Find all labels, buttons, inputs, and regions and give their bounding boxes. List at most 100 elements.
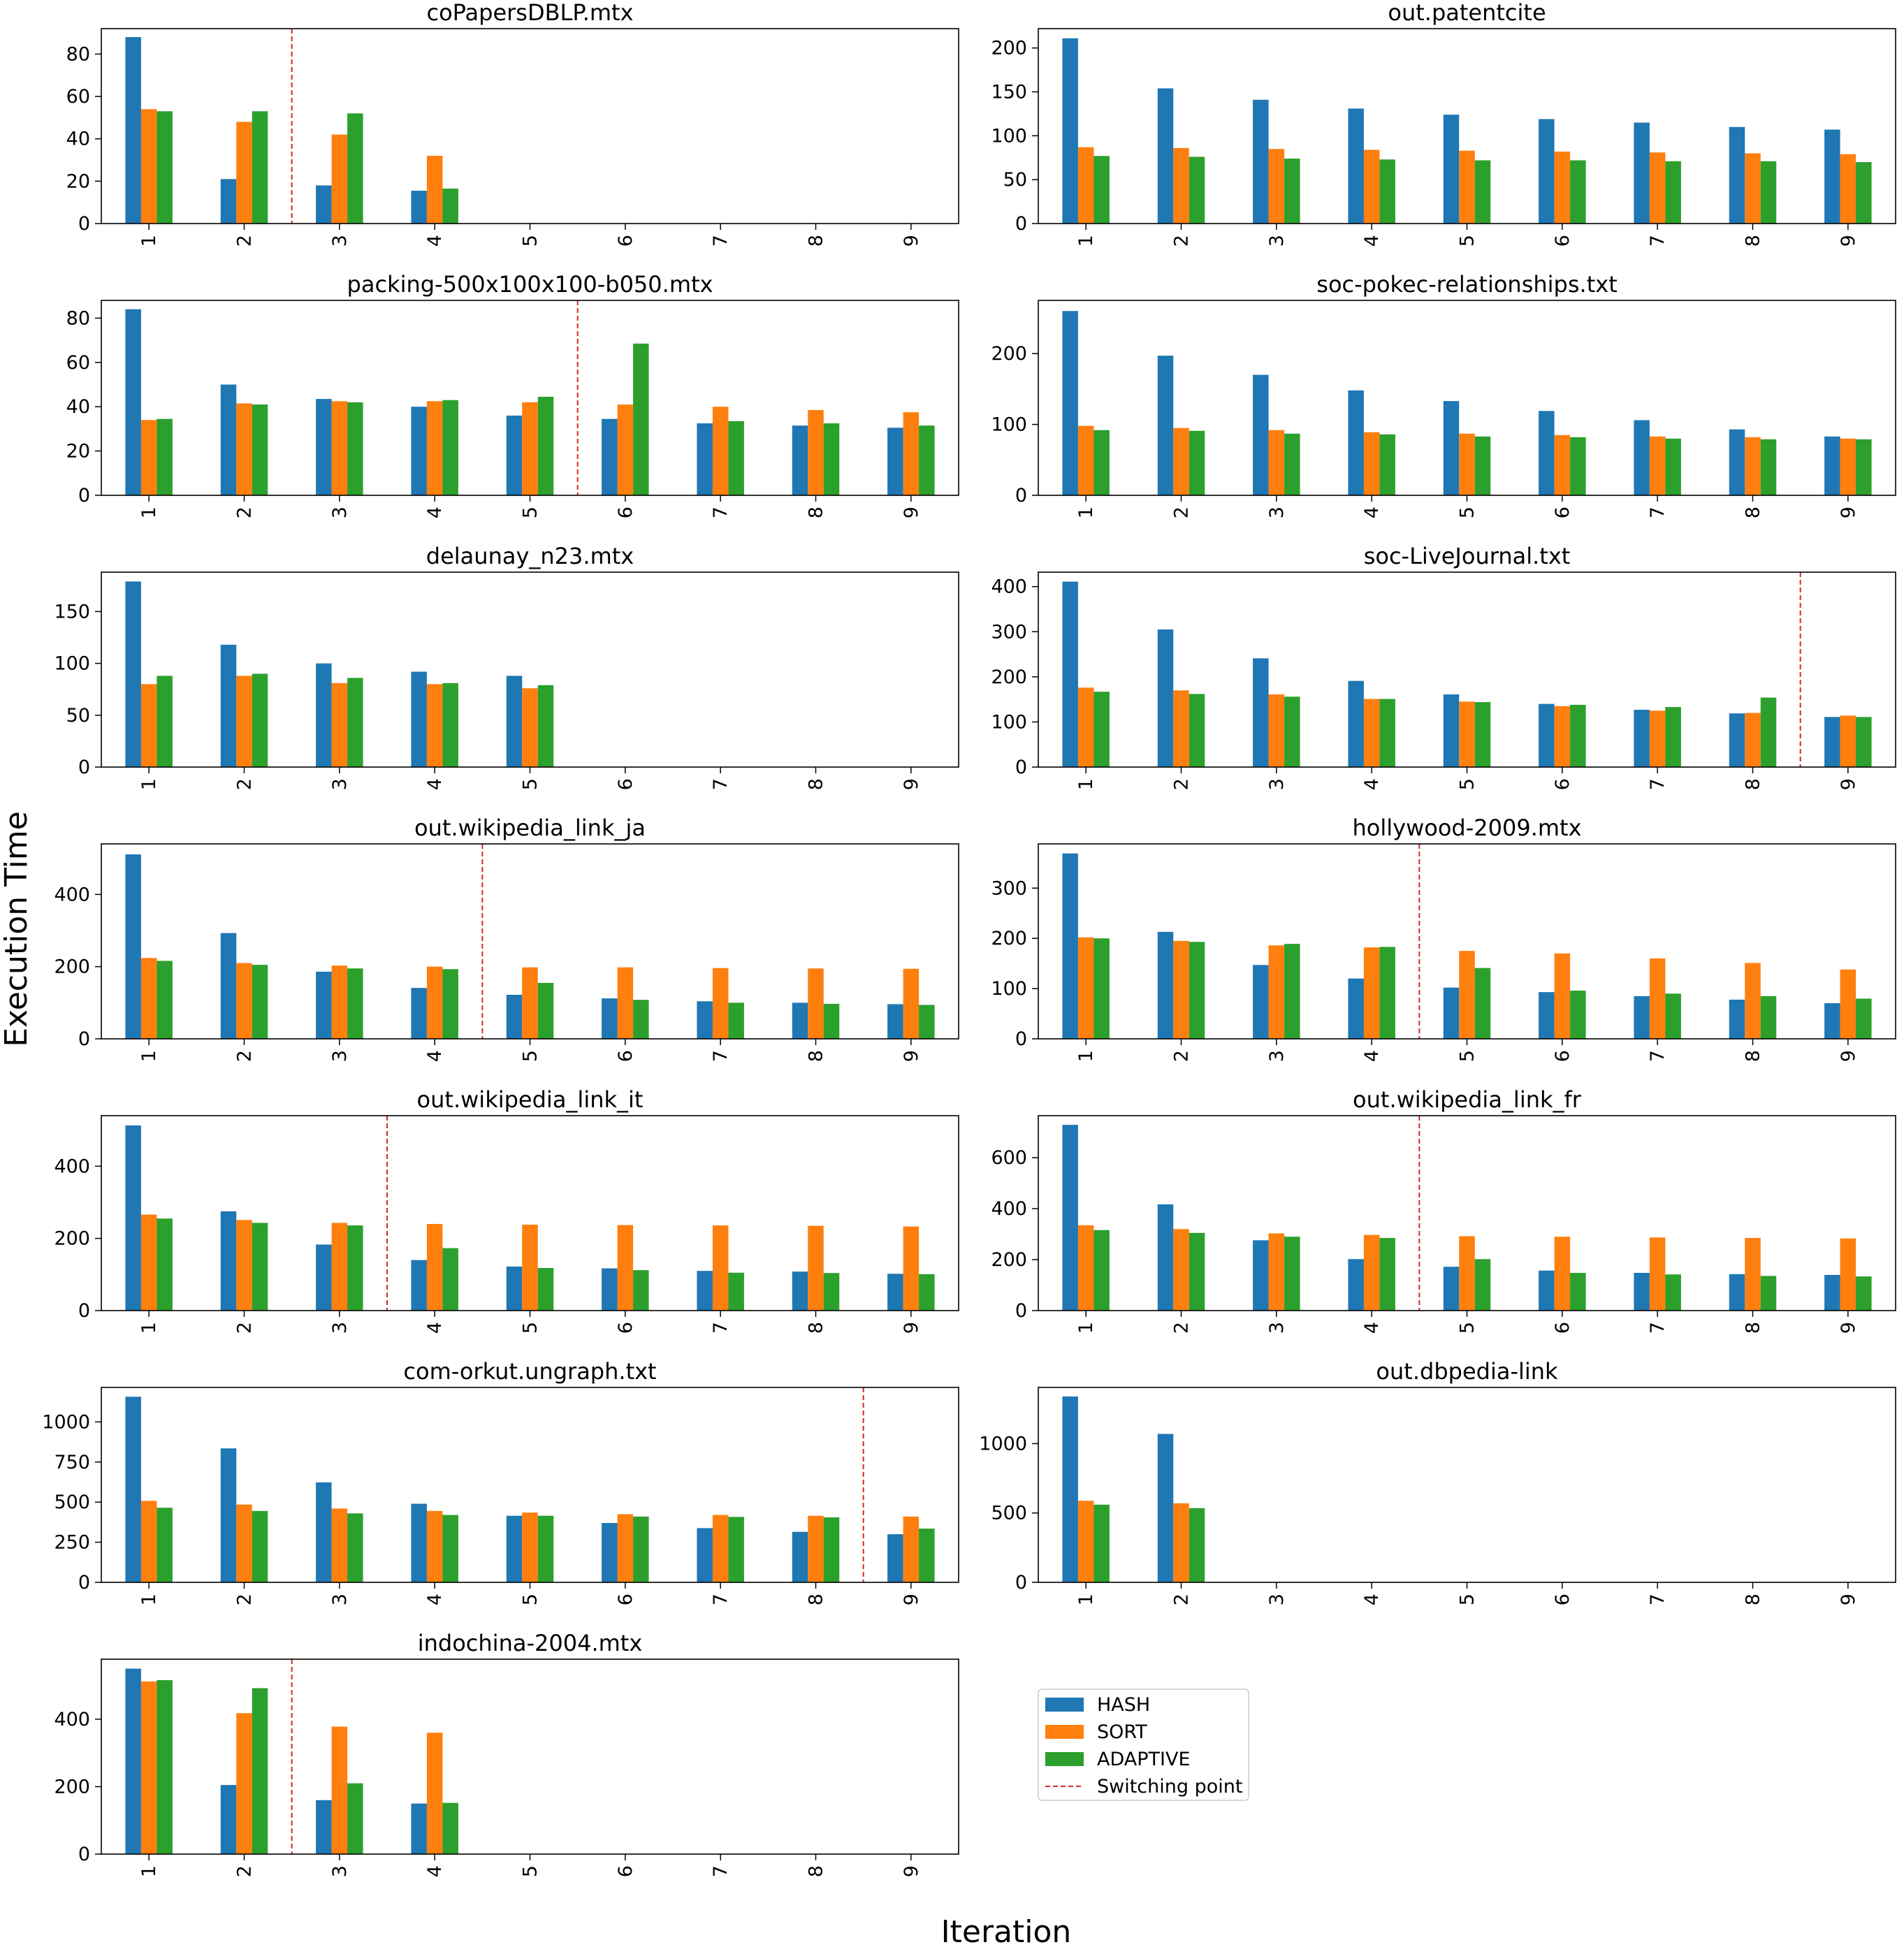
- bar-hash: [316, 185, 332, 224]
- bar-adaptive: [1760, 697, 1777, 767]
- bar-sort: [522, 688, 538, 767]
- bar-adaptive: [1760, 996, 1777, 1039]
- bar-sort: [1745, 963, 1761, 1039]
- y-tick-label: 20: [66, 170, 90, 192]
- bar-adaptive: [1093, 430, 1110, 495]
- bar-hash: [1443, 694, 1460, 767]
- bar-hash: [411, 988, 427, 1039]
- x-tick-label: 9: [901, 1594, 922, 1605]
- x-tick-label: 5: [1457, 1322, 1478, 1334]
- bar-sort: [1554, 1237, 1571, 1311]
- legend-swatch: [1045, 1698, 1084, 1712]
- bar-adaptive: [537, 982, 554, 1039]
- bar-sort: [331, 401, 348, 495]
- bar-adaptive: [347, 968, 363, 1039]
- bar-adaptive: [252, 111, 268, 224]
- y-tick-label: 100: [991, 125, 1027, 147]
- bar-adaptive: [347, 1225, 363, 1311]
- bar-sort: [1459, 433, 1475, 495]
- bar-adaptive: [1093, 1230, 1110, 1311]
- bar-adaptive: [347, 1513, 363, 1582]
- x-tick-label: 9: [901, 235, 922, 247]
- x-tick-label: 4: [424, 778, 446, 790]
- bar-sort: [1745, 713, 1761, 767]
- bar-hash: [1253, 1240, 1269, 1311]
- x-tick-label: 8: [806, 1865, 827, 1877]
- y-tick-label: 400: [54, 884, 90, 905]
- bar-sort: [1363, 947, 1380, 1039]
- x-tick-label: 9: [901, 506, 922, 518]
- bar-adaptive: [1856, 717, 1872, 767]
- bar-sort: [522, 402, 538, 495]
- x-tick-label: 2: [1171, 506, 1193, 518]
- bar-sort: [1840, 154, 1856, 224]
- bar-hash: [125, 1125, 141, 1311]
- bar-hash: [506, 1515, 523, 1582]
- y-tick-label: 400: [991, 1198, 1027, 1220]
- legend-entry-label: ADAPTIVE: [1097, 1749, 1191, 1770]
- bar-sort: [617, 1225, 634, 1311]
- x-tick-label: 2: [1171, 1594, 1193, 1605]
- x-tick-label: 2: [1171, 235, 1193, 247]
- bar-adaptive: [1760, 161, 1777, 224]
- bar-adaptive: [1379, 159, 1395, 224]
- bar-sort: [331, 1508, 348, 1582]
- y-tick-label: 200: [991, 38, 1027, 59]
- x-tick-label: 4: [1361, 1322, 1383, 1334]
- bar-hash: [220, 179, 237, 224]
- bar-hash: [1539, 119, 1555, 224]
- y-tick-label: 0: [1015, 1028, 1027, 1050]
- bar-sort: [331, 1223, 348, 1311]
- bar-sort: [1745, 1238, 1761, 1311]
- bar-adaptive: [1570, 437, 1586, 495]
- bar-adaptive: [1856, 1276, 1872, 1311]
- x-tick-label: 4: [1361, 506, 1383, 518]
- bar-hash: [316, 1244, 332, 1311]
- bar-hash: [1729, 429, 1745, 495]
- x-tick-label: 7: [1647, 1322, 1669, 1334]
- x-tick-label: 6: [615, 1050, 637, 1062]
- bar-adaptive: [1284, 433, 1300, 495]
- bar-adaptive: [1665, 438, 1681, 495]
- bar-adaptive: [1189, 1232, 1205, 1311]
- bar-hash: [1157, 629, 1174, 767]
- bar-sort: [1173, 1229, 1189, 1311]
- bar-sort: [426, 1733, 443, 1854]
- bar-sort: [522, 1225, 538, 1311]
- x-tick-label: 5: [1457, 1594, 1478, 1605]
- bar-sort: [1268, 1233, 1285, 1311]
- bar-hash: [1539, 1270, 1555, 1311]
- bar-hash: [1634, 709, 1650, 767]
- x-tick-label: 9: [901, 1322, 922, 1334]
- bar-sort: [522, 1512, 538, 1582]
- bar-hash: [125, 581, 141, 767]
- bar-adaptive: [728, 1002, 744, 1039]
- bar-hash: [1443, 115, 1460, 224]
- y-tick-label: 100: [991, 414, 1027, 436]
- subplot: soc-LiveJournal.txt 0 100 200 300 400 1 2 3 4 5 6 7 8…: [991, 543, 1896, 790]
- bar-adaptive: [1284, 944, 1300, 1039]
- subplot: out.wikipedia_link_fr 0 200 400 600 1 2 3 4 5 6 7 8 9: [991, 1086, 1896, 1334]
- x-tick-label: 7: [710, 506, 732, 518]
- bar-adaptive: [1570, 1273, 1586, 1311]
- bar-adaptive: [252, 673, 268, 767]
- bar-hash: [792, 1002, 808, 1039]
- legend-swatch: [1045, 1725, 1084, 1739]
- y-tick-label: 0: [78, 1300, 90, 1322]
- x-tick-label: 3: [329, 235, 351, 247]
- x-tick-label: 8: [806, 778, 827, 790]
- bar-sort: [1459, 150, 1475, 224]
- x-tick-label: 8: [806, 235, 827, 247]
- bar-adaptive: [1856, 162, 1872, 224]
- bar-hash: [1157, 931, 1174, 1039]
- bar-adaptive: [1474, 1259, 1491, 1311]
- figure-xlabel: Iteration: [941, 1914, 1072, 1950]
- bar-sort: [1173, 690, 1189, 767]
- x-tick-label: 9: [1838, 1594, 1859, 1605]
- bar-adaptive: [1379, 947, 1395, 1039]
- bar-hash: [220, 1448, 237, 1582]
- bar-sort: [426, 401, 443, 495]
- bar-adaptive: [1379, 1238, 1395, 1311]
- bar-adaptive: [1474, 160, 1491, 224]
- x-tick-label: 3: [329, 778, 351, 790]
